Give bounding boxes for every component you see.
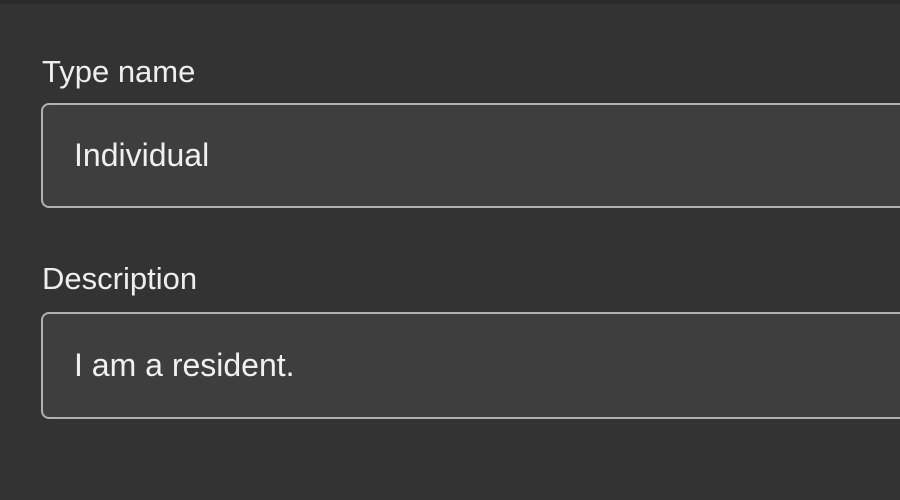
type-name-input[interactable]: Individual (41, 103, 900, 208)
description-label: Description (42, 261, 198, 296)
type-name-value: Individual (74, 136, 210, 173)
type-name-label: Type name (42, 54, 196, 89)
description-input[interactable]: I am a resident. (41, 312, 900, 419)
top-edge (0, 0, 900, 4)
description-value: I am a resident. (74, 346, 295, 383)
